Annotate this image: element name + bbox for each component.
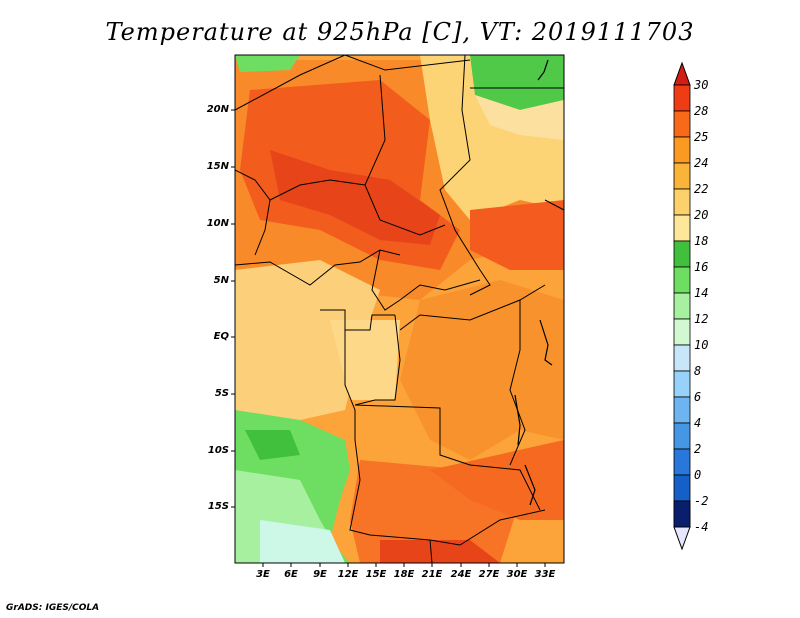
- lon-label-24e: 24E: [450, 569, 472, 580]
- lon-label-15e: 15E: [365, 569, 387, 580]
- colorbar-swatch: [673, 266, 691, 294]
- colorbar-swatch: [673, 344, 691, 372]
- colorbar-label: 10: [694, 338, 709, 352]
- colorbar: [673, 61, 691, 551]
- colorbar-swatch: [673, 318, 691, 346]
- colorbar-label: 22: [694, 182, 709, 196]
- lat-label-10s: 10S: [207, 445, 229, 456]
- colorbar-swatch: [673, 370, 691, 398]
- colorbar-swatch: [673, 162, 691, 190]
- colorbar-swatch: [673, 110, 691, 138]
- colorbar-swatch: [673, 448, 691, 476]
- temperature-field: [235, 55, 564, 563]
- colorbar-label: -4: [694, 520, 709, 534]
- colorbar-label: 18: [694, 234, 709, 248]
- lat-label-5n: 5N: [213, 275, 229, 286]
- colorbar-swatch: [673, 422, 691, 450]
- colorbar-label: -2: [694, 494, 709, 508]
- colorbar-label: 6: [694, 390, 702, 404]
- colorbar-swatch: [673, 292, 691, 320]
- lon-label-12e: 12E: [337, 569, 359, 580]
- colorbar-label: 8: [694, 364, 702, 378]
- lat-label-20n: 20N: [206, 104, 229, 115]
- colorbar-label: 25: [694, 130, 709, 144]
- colorbar-top-arrow: [673, 61, 691, 86]
- lat-label-15s: 15S: [207, 501, 229, 512]
- lon-label-9e: 9E: [313, 569, 327, 580]
- lon-label-30e: 30E: [506, 569, 528, 580]
- grads-credit: GrADS: IGES/COLA: [6, 603, 100, 613]
- lon-label-33e: 33E: [534, 569, 556, 580]
- lat-label-5s: 5S: [214, 388, 229, 399]
- colorbar-swatch: [673, 136, 691, 164]
- lat-label-10n: 10N: [206, 218, 229, 229]
- colorbar-swatch: [673, 474, 691, 502]
- colorbar-label: 0: [694, 468, 702, 482]
- lon-label-21e: 21E: [421, 569, 443, 580]
- colorbar-swatch: [673, 240, 691, 268]
- colorbar-swatch: [673, 84, 691, 112]
- lakes: [514, 59, 553, 506]
- colorbar-label: 30: [694, 78, 709, 92]
- colorbar-swatch: [673, 396, 691, 424]
- lon-label-27e: 27E: [478, 569, 500, 580]
- lat-label-eq: EQ: [213, 331, 229, 342]
- colorbar-swatch: [673, 188, 691, 216]
- colorbar-label: 2: [694, 442, 702, 456]
- lon-label-18e: 18E: [393, 569, 415, 580]
- lat-label-15n: 15N: [206, 161, 229, 172]
- colorbar-swatch: [673, 214, 691, 242]
- axis-ticks: [231, 109, 546, 567]
- colorbar-label: 28: [694, 104, 709, 118]
- map-title: Temperature at 925hPa [C], VT: 201911170…: [105, 18, 695, 46]
- colorbar-label: 14: [694, 286, 709, 300]
- colorbar-swatch: [673, 500, 691, 528]
- colorbar-label: 20: [694, 208, 709, 222]
- colorbar-label: 12: [694, 312, 709, 326]
- colorbar-label: 4: [694, 416, 702, 430]
- map-frame: [234, 54, 565, 564]
- lon-label-3e: 3E: [256, 569, 270, 580]
- lon-label-6e: 6E: [284, 569, 298, 580]
- colorbar-label: 16: [694, 260, 709, 274]
- colorbar-label: 24: [694, 156, 709, 170]
- colorbar-bottom-arrow: [673, 526, 691, 551]
